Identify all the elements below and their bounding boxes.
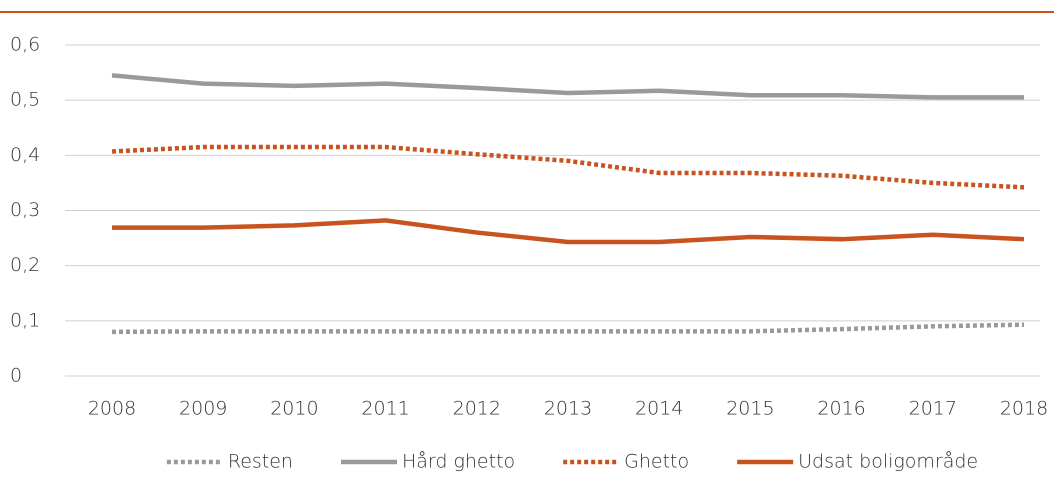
legend-label: Hård ghetto — [402, 451, 515, 473]
x-tick-label: 2011 — [361, 398, 409, 420]
x-tick-label: 2010 — [270, 398, 318, 420]
y-tick-label: 0,4 — [10, 144, 40, 166]
series-line — [112, 218, 1025, 245]
x-tick-label: 2008 — [88, 398, 136, 420]
y-tick-label: 0,5 — [10, 89, 40, 111]
series-line — [111, 144, 1025, 190]
x-tick-label: 2017 — [909, 398, 957, 420]
x-tick-label: 2013 — [544, 398, 592, 420]
y-tick-label: 0,1 — [10, 309, 40, 331]
y-tick-label: 0,3 — [10, 199, 40, 221]
x-tick-label: 2015 — [726, 398, 774, 420]
x-tick-label: 2014 — [635, 398, 683, 420]
y-tick-label: 0 — [10, 365, 22, 387]
y-tick-label: 0,2 — [10, 254, 40, 276]
y-tick-label: 0,6 — [10, 34, 40, 56]
x-tick-label: 2009 — [179, 398, 227, 420]
legend-label: Ghetto — [624, 451, 689, 473]
legend-label: Resten — [228, 451, 293, 473]
series-line — [111, 73, 1024, 100]
x-tick-label: 2016 — [817, 398, 865, 420]
legend-label: Udsat boligområde — [798, 451, 978, 473]
x-tick-label: 2018 — [1000, 398, 1048, 420]
x-tick-label: 2012 — [453, 398, 501, 420]
series-line — [111, 322, 1025, 335]
